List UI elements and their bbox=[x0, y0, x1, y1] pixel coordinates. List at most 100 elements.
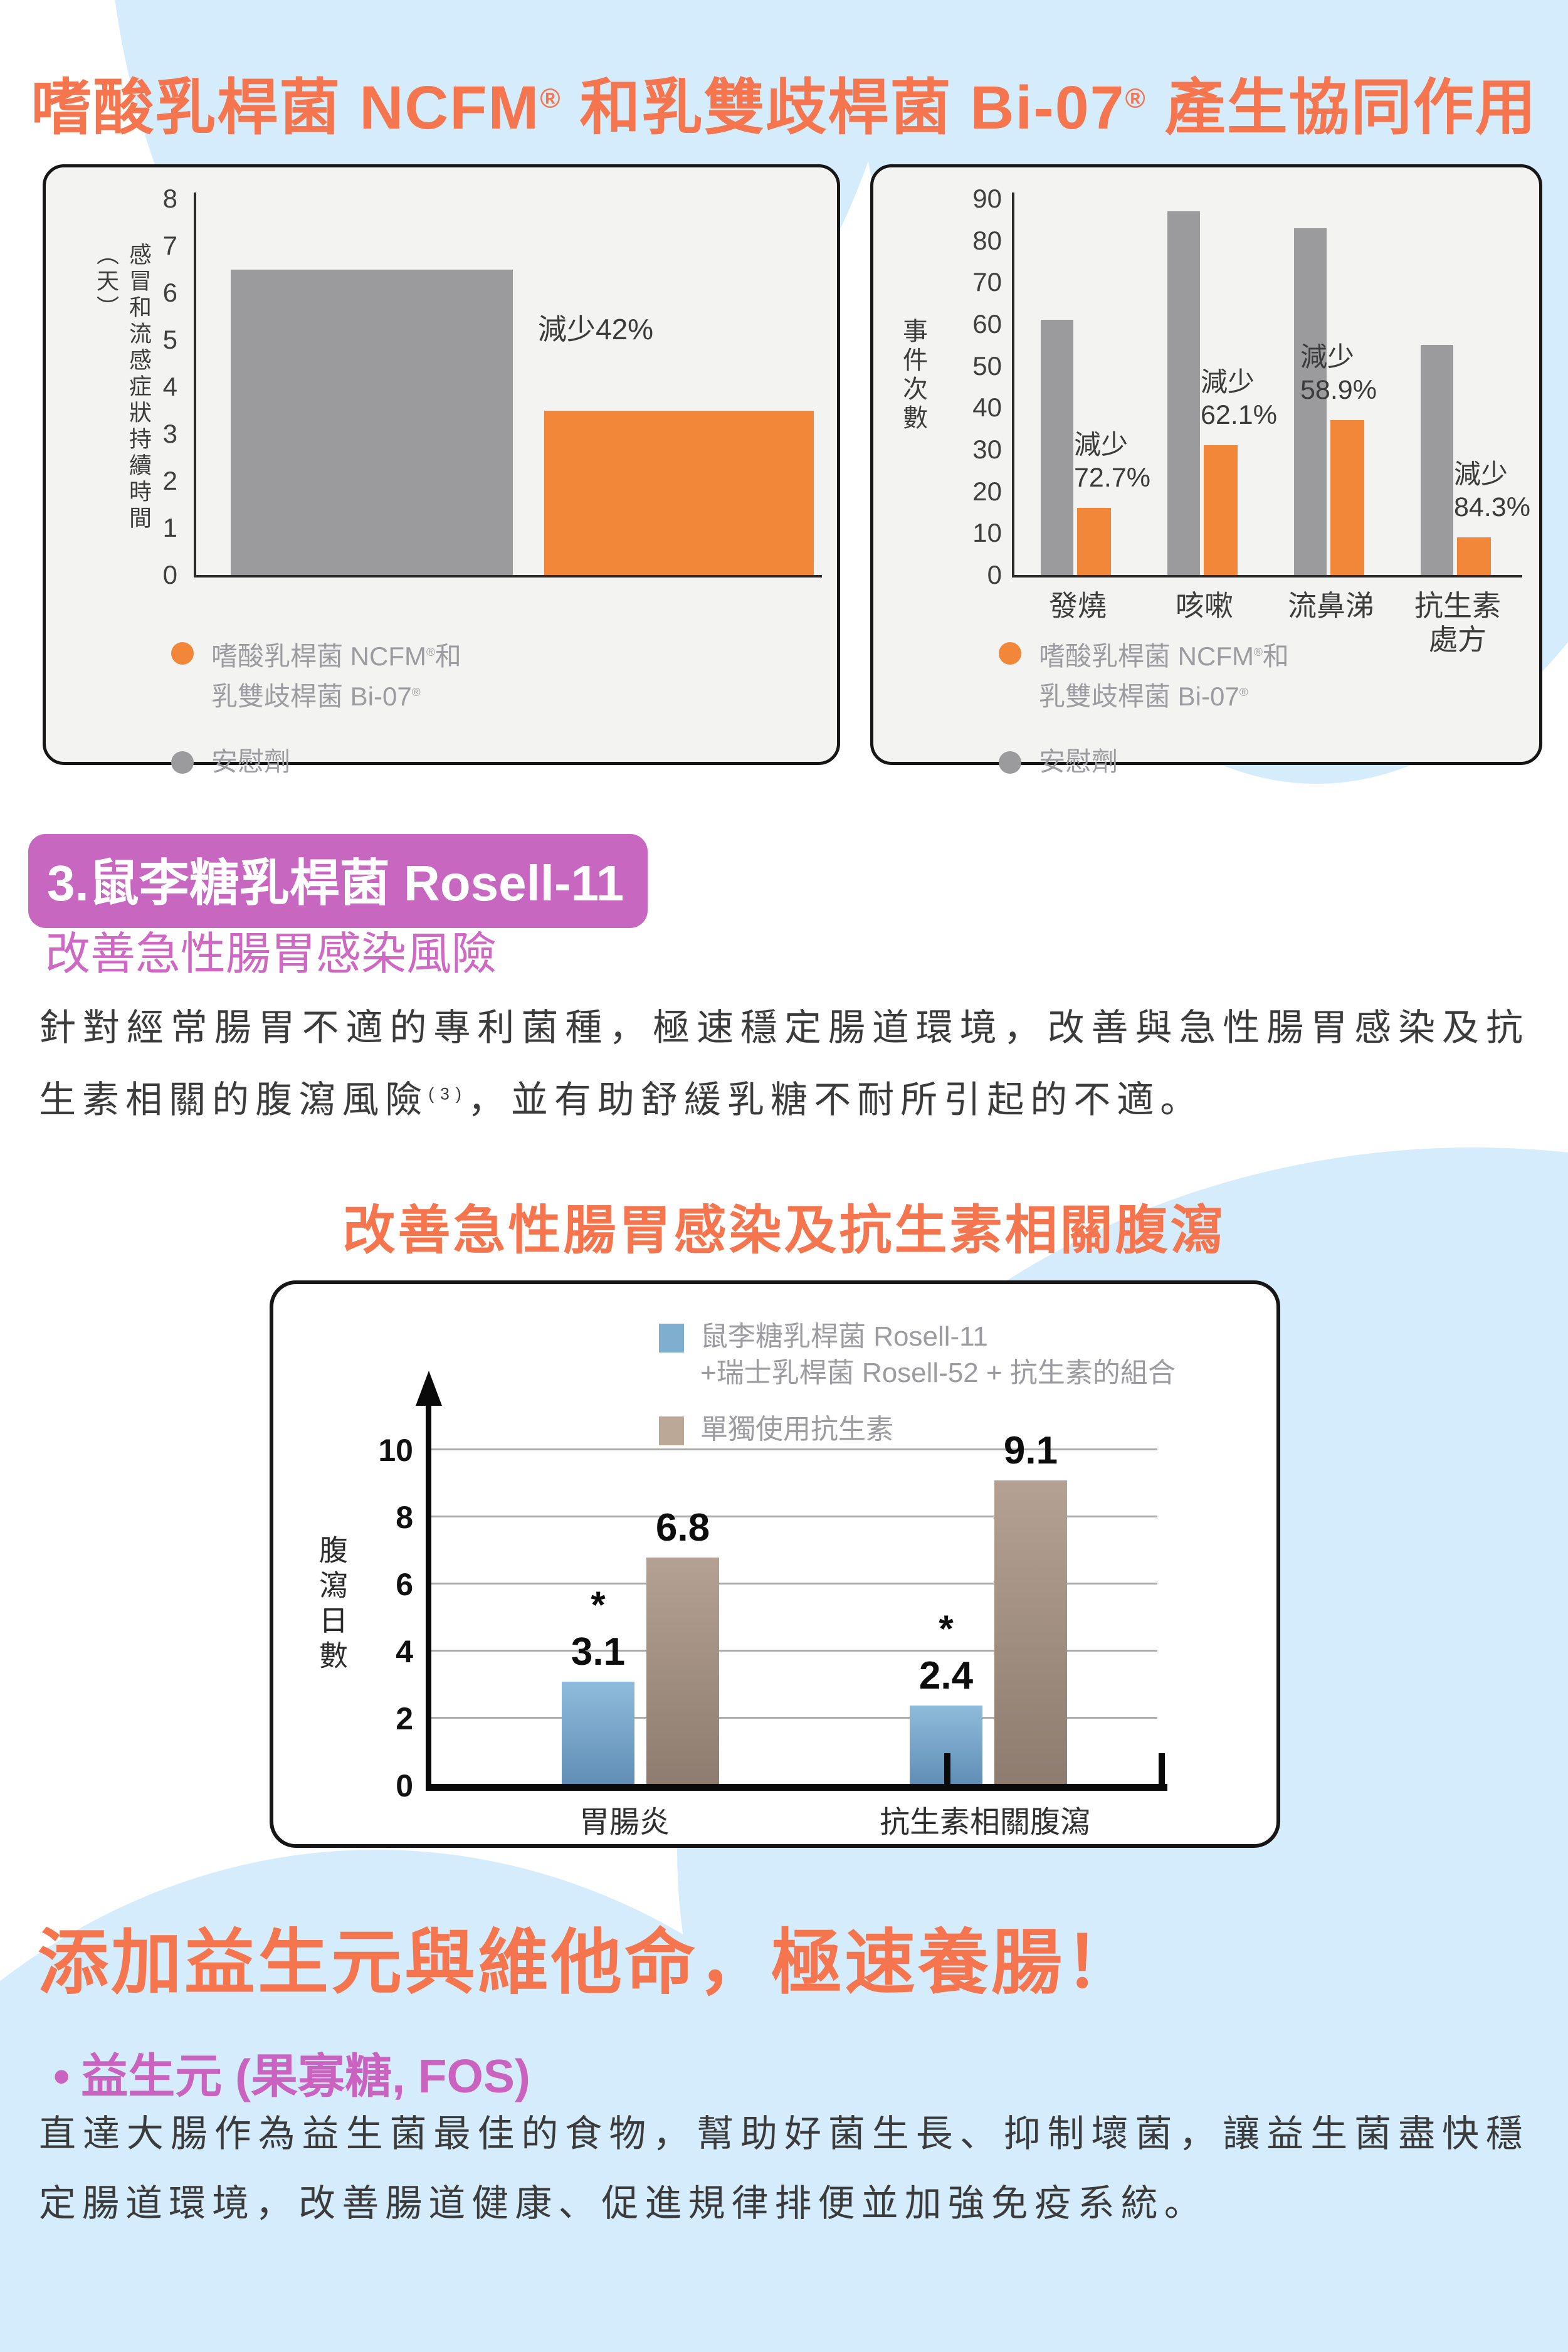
footnote-reference: (3) bbox=[428, 1084, 468, 1104]
registered-trademark-icon: ® bbox=[426, 646, 435, 659]
section-heading: 添加益生元與維他命，極速養腸！ bbox=[38, 1923, 1138, 2002]
y-tick-label: 5 bbox=[162, 325, 177, 354]
y-tick-label: 2 bbox=[162, 466, 177, 495]
significance-star: * bbox=[939, 1607, 954, 1650]
page-title-text: 嗜酸乳桿菌 NCFM bbox=[31, 73, 540, 142]
x-axis-label: 咳嗽 bbox=[1176, 589, 1233, 622]
body-text: ，並有助舒緩乳糖不耐所引起的不適。 bbox=[467, 1079, 1204, 1121]
chart-panel-diarrhea-days: 鼠李糖乳桿菌 Rosell-11 +瑞士乳桿菌 Rosell-52 + 抗生素的… bbox=[270, 1280, 1280, 1848]
bar-antibiotic-only bbox=[994, 1480, 1067, 1786]
gridline bbox=[428, 1583, 1157, 1585]
chart-legend: 嗜酸乳桿菌 NCFM®和 乳雙歧桿菌 Bi-07® 安慰劑 bbox=[171, 635, 461, 780]
legend-label: 安慰劑 bbox=[211, 747, 291, 776]
y-axis-line bbox=[194, 192, 196, 577]
y-tick-label: 70 bbox=[972, 267, 1002, 297]
y-tick-label: 3 bbox=[162, 419, 177, 448]
plot-area: 減少42% bbox=[196, 199, 820, 575]
x-axis-label: 抗生素相關腹瀉 bbox=[879, 1806, 1091, 1839]
section-badge: 3.鼠李糖乳桿菌 Rosell-11 bbox=[28, 834, 648, 928]
x-axis-label: 抗生素 處方 bbox=[1414, 589, 1501, 656]
legend-label-text: +瑞士乳桿菌 Rosell-52 + 抗生素的組合 bbox=[700, 1358, 1176, 1388]
gridline bbox=[428, 1448, 1157, 1450]
bar-value-label: 9.1 bbox=[1003, 1429, 1058, 1473]
legend-label-text: 嗜酸乳桿菌 NCFM bbox=[1039, 641, 1254, 671]
y-tick-label: 30 bbox=[972, 434, 1002, 464]
y-tick-label: 6 bbox=[396, 1567, 413, 1602]
bar-value-label: 6.8 bbox=[655, 1506, 710, 1550]
body-paragraph: 針對經常腸胃不適的專利菌種，極速穩定腸道環境，改善與急性腸胃感染及抗生素相關的腹… bbox=[39, 992, 1529, 1136]
bar-placebo bbox=[1421, 345, 1453, 575]
legend-label-text: 嗜酸乳桿菌 NCFM bbox=[211, 641, 426, 671]
bar-placebo bbox=[1294, 228, 1327, 575]
y-axis-label: 腹瀉日數 bbox=[315, 1535, 348, 1675]
x-axis-line bbox=[426, 1784, 1167, 1791]
bullet-subheading-text: 益生元 (果寡糖, FOS) bbox=[81, 2050, 530, 2102]
bar-value-label: 3.1 bbox=[571, 1630, 626, 1674]
y-axis-label: 事件次數 bbox=[899, 318, 927, 433]
legend-dot-orange bbox=[171, 642, 194, 665]
legend-label: 嗜酸乳桿菌 NCFM®和 乳雙歧桿菌 Bi-07® bbox=[1039, 635, 1289, 715]
legend-label-text: 和 bbox=[434, 641, 461, 671]
legend-label-text: 鼠李糖乳桿菌 Rosell-11 bbox=[700, 1321, 988, 1352]
y-tick-label: 20 bbox=[972, 476, 1002, 506]
page-title-text: 產生協同作用 bbox=[1146, 73, 1537, 142]
page-title-text: 和乳雙歧桿菌 Bi-07 bbox=[561, 73, 1125, 142]
gridline bbox=[428, 1717, 1157, 1719]
legend-swatch-blue bbox=[659, 1324, 684, 1353]
y-axis-ticks: 90 80 70 60 50 40 30 20 10 0 bbox=[933, 184, 1002, 590]
x-axis-labels: 發燒 咳嗽 流鼻涕 抗生素 處方 bbox=[1014, 589, 1522, 657]
legend-item-placebo: 安慰劑 bbox=[999, 744, 1289, 780]
legend-label: 嗜酸乳桿菌 NCFM®和 乳雙歧桿菌 Bi-07® bbox=[211, 635, 461, 715]
y-tick-label: 1 bbox=[162, 513, 177, 542]
legend-item-antibiotic-only: 單獨使用抗生素 bbox=[659, 1411, 1176, 1448]
y-tick-label: 50 bbox=[972, 351, 1002, 381]
legend-label-text: 乳雙歧桿菌 Bi-07 bbox=[211, 682, 412, 711]
bar-value-label: 2.4 bbox=[918, 1653, 974, 1697]
legend-dot-gray bbox=[999, 751, 1021, 774]
y-tick-label: 8 bbox=[162, 184, 177, 213]
section-subheading: 改善急性腸胃感染風險 bbox=[45, 929, 497, 979]
y-tick-label: 4 bbox=[396, 1634, 413, 1669]
reduction-annotation: 減少 84.3% bbox=[1454, 460, 1530, 522]
bar-combo bbox=[562, 1682, 634, 1786]
x-axis-line bbox=[1012, 575, 1522, 577]
y-tick-label: 7 bbox=[162, 231, 177, 260]
registered-trademark-icon: ® bbox=[540, 83, 562, 114]
bar-group-fever: 減少 72.7% bbox=[1014, 199, 1150, 575]
legend-dot-orange bbox=[999, 642, 1021, 665]
legend-label: 鼠李糖乳桿菌 Rosell-11 +瑞士乳桿菌 Rosell-52 + 抗生素的… bbox=[700, 1319, 1176, 1391]
y-axis-line bbox=[1012, 192, 1014, 577]
bar-probiotic bbox=[544, 410, 814, 575]
x-axis-tick bbox=[944, 1753, 950, 1785]
gridline bbox=[428, 1650, 1157, 1652]
legend-label: 安慰劑 bbox=[1039, 747, 1118, 776]
reduction-annotation: 減少42% bbox=[538, 312, 654, 345]
chart-panel-event-counts: 事件次數 90 80 70 60 50 40 30 20 10 0 減少 72.7% 減少 62.… bbox=[870, 164, 1542, 776]
x-axis-label: 流鼻涕 bbox=[1288, 589, 1374, 622]
legend-label-text: 和 bbox=[1262, 641, 1289, 671]
bar-probiotic bbox=[1457, 537, 1491, 575]
legend-dot-gray bbox=[171, 751, 194, 774]
bar-probiotic bbox=[1204, 445, 1238, 575]
chart-legend: 鼠李糖乳桿菌 Rosell-11 +瑞士乳桿菌 Rosell-52 + 抗生素的… bbox=[659, 1319, 1176, 1448]
legend-item-placebo: 安慰劑 bbox=[171, 744, 461, 780]
y-tick-label: 10 bbox=[378, 1433, 413, 1468]
reduction-annotation: 減少 62.1% bbox=[1201, 367, 1277, 431]
y-axis-label: 感冒和流感症狀持續時間（天） bbox=[93, 243, 152, 532]
bar-group-cough: 減少 62.1% bbox=[1141, 199, 1277, 575]
registered-trademark-icon: ® bbox=[1125, 83, 1147, 114]
bar-antibiotic-only bbox=[646, 1558, 719, 1786]
significance-star: * bbox=[591, 1584, 606, 1627]
y-tick-label: 0 bbox=[987, 559, 1002, 589]
page-title: 嗜酸乳桿菌 NCFM® 和乳雙歧桿菌 Bi-07® 產生協同作用 bbox=[0, 58, 1568, 146]
y-tick-label: 90 bbox=[972, 184, 1002, 213]
chart-title: 改善急性腸胃感染及抗生素相關腹瀉 bbox=[342, 1201, 1226, 1260]
y-tick-label: 8 bbox=[396, 1500, 413, 1535]
bar-placebo bbox=[1041, 320, 1073, 575]
legend-label-text: 乳雙歧桿菌 Bi-07 bbox=[1039, 682, 1239, 711]
registered-trademark-icon: ® bbox=[1253, 646, 1263, 659]
legend-item-combo: 鼠李糖乳桿菌 Rosell-11 +瑞士乳桿菌 Rosell-52 + 抗生素的… bbox=[659, 1319, 1176, 1391]
body-paragraph: 直達大腸作為益生菌最佳的食物，幫助好菌生長、抑制壞菌，讓益生菌盡快穩定腸道環境，… bbox=[39, 2113, 1529, 2224]
x-axis-label: 發燒 bbox=[1049, 589, 1107, 622]
